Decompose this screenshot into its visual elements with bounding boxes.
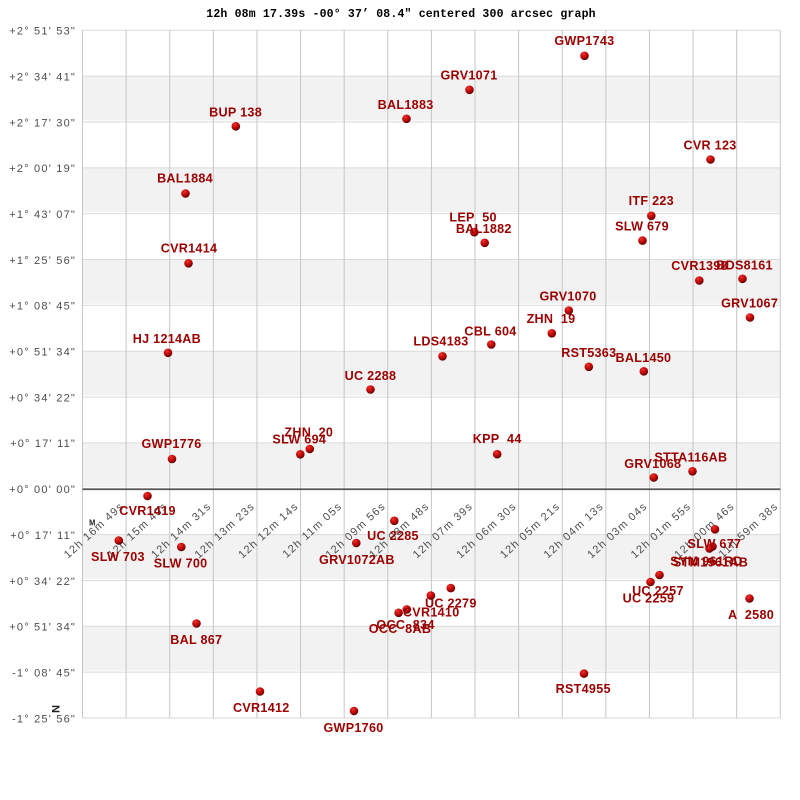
svg-text:BAL1883: BAL1883 bbox=[378, 98, 434, 112]
svg-text:+0° 17' 11": +0° 17' 11" bbox=[10, 530, 76, 542]
svg-text:-1° 08' 45": -1° 08' 45" bbox=[12, 667, 76, 679]
svg-text:CVR1414: CVR1414 bbox=[161, 242, 218, 256]
svg-text:BAL1882: BAL1882 bbox=[456, 222, 512, 236]
svg-text:STM1961AB: STM1961AB bbox=[673, 555, 748, 569]
svg-text:UC 2259: UC 2259 bbox=[623, 592, 675, 606]
svg-text:UC 2285: UC 2285 bbox=[367, 529, 419, 543]
svg-text:+2° 17' 30": +2° 17' 30" bbox=[9, 117, 76, 129]
svg-text:HJ 1214AB: HJ 1214AB bbox=[133, 332, 201, 346]
svg-text:+0° 17' 11": +0° 17' 11" bbox=[10, 438, 76, 450]
svg-text:SLW 700: SLW 700 bbox=[154, 557, 208, 571]
svg-text:+2° 34' 41": +2° 34' 41" bbox=[9, 71, 76, 83]
svg-text:STTA116AB: STTA116AB bbox=[654, 450, 727, 464]
svg-text:BUP 138: BUP 138 bbox=[209, 105, 262, 119]
svg-text:GRV1070: GRV1070 bbox=[539, 290, 596, 304]
svg-text:N: N bbox=[49, 705, 61, 713]
svg-text:SLW 703: SLW 703 bbox=[91, 550, 145, 564]
svg-text:SLW 679: SLW 679 bbox=[615, 219, 669, 233]
svg-text:BDS8161: BDS8161 bbox=[716, 259, 773, 273]
svg-text:SLW 694: SLW 694 bbox=[272, 433, 326, 447]
svg-text:GRV1072AB: GRV1072AB bbox=[319, 553, 395, 567]
svg-text:-1° 25' 56": -1° 25' 56" bbox=[12, 713, 76, 725]
svg-text:GWP1760: GWP1760 bbox=[323, 721, 383, 735]
svg-text:ITF 223: ITF 223 bbox=[629, 194, 674, 208]
svg-text:OCC 834: OCC 834 bbox=[376, 618, 434, 632]
svg-text:LDS4183: LDS4183 bbox=[413, 335, 468, 349]
svg-text:GRV1068: GRV1068 bbox=[624, 457, 681, 471]
svg-text:UC 2288: UC 2288 bbox=[345, 369, 397, 383]
svg-text:BAL1884: BAL1884 bbox=[157, 172, 213, 186]
svg-text:+2° 51' 53": +2° 51' 53" bbox=[9, 26, 76, 38]
svg-text:+0° 00' 00": +0° 00' 00" bbox=[9, 484, 76, 496]
svg-text:+1° 43' 07": +1° 43' 07" bbox=[9, 209, 76, 221]
svg-text:+1° 08' 45": +1° 08' 45" bbox=[9, 301, 76, 313]
svg-text:BAL1450: BAL1450 bbox=[615, 351, 671, 365]
svg-text:+1° 25' 56": +1° 25' 56" bbox=[9, 255, 76, 267]
svg-text:A 2580: A 2580 bbox=[728, 608, 774, 622]
svg-text:+0° 51' 34": +0° 51' 34" bbox=[9, 347, 76, 359]
svg-text:ZHN 19: ZHN 19 bbox=[527, 312, 576, 326]
svg-text:OCC 8AB: OCC 8AB bbox=[369, 622, 431, 636]
svg-text:GWP1776: GWP1776 bbox=[141, 437, 201, 451]
svg-text:M: M bbox=[89, 518, 95, 528]
svg-text:RST4955: RST4955 bbox=[556, 682, 611, 696]
svg-text:CVR1412: CVR1412 bbox=[233, 701, 290, 715]
svg-text:+0° 34' 22": +0° 34' 22" bbox=[9, 392, 76, 404]
svg-text:+0° 51' 34": +0° 51' 34" bbox=[9, 622, 76, 634]
svg-text:GRV1067: GRV1067 bbox=[721, 297, 778, 311]
svg-text:SYM 961RD: SYM 961RD bbox=[670, 554, 743, 568]
svg-text:CVR1398: CVR1398 bbox=[671, 259, 728, 273]
svg-text:GWP1743: GWP1743 bbox=[554, 34, 614, 48]
svg-text:ZHN 20: ZHN 20 bbox=[284, 426, 333, 440]
svg-text:CVR 123: CVR 123 bbox=[683, 139, 736, 153]
svg-text:CVR1410: CVR1410 bbox=[403, 605, 460, 619]
svg-text:RST5363: RST5363 bbox=[561, 346, 616, 360]
svg-text:12h 08m 17.39s -00° 37’ 08.4": 12h 08m 17.39s -00° 37’ 08.4" centered 3… bbox=[206, 8, 595, 21]
svg-text:CBL 604: CBL 604 bbox=[464, 324, 516, 338]
svg-text:+0° 34' 22": +0° 34' 22" bbox=[9, 576, 76, 588]
svg-text:SLW 677: SLW 677 bbox=[688, 537, 742, 551]
svg-text:GRV1071: GRV1071 bbox=[440, 69, 497, 83]
svg-text:UC 2279: UC 2279 bbox=[425, 596, 477, 610]
svg-text:+2° 00' 19": +2° 00' 19" bbox=[9, 163, 76, 175]
svg-text:KPP 44: KPP 44 bbox=[473, 432, 522, 446]
svg-text:BAL 867: BAL 867 bbox=[170, 633, 222, 647]
svg-text:CVR1419: CVR1419 bbox=[119, 504, 176, 518]
svg-text:LEP 50: LEP 50 bbox=[449, 210, 496, 224]
svg-text:UC 2257: UC 2257 bbox=[632, 584, 684, 598]
